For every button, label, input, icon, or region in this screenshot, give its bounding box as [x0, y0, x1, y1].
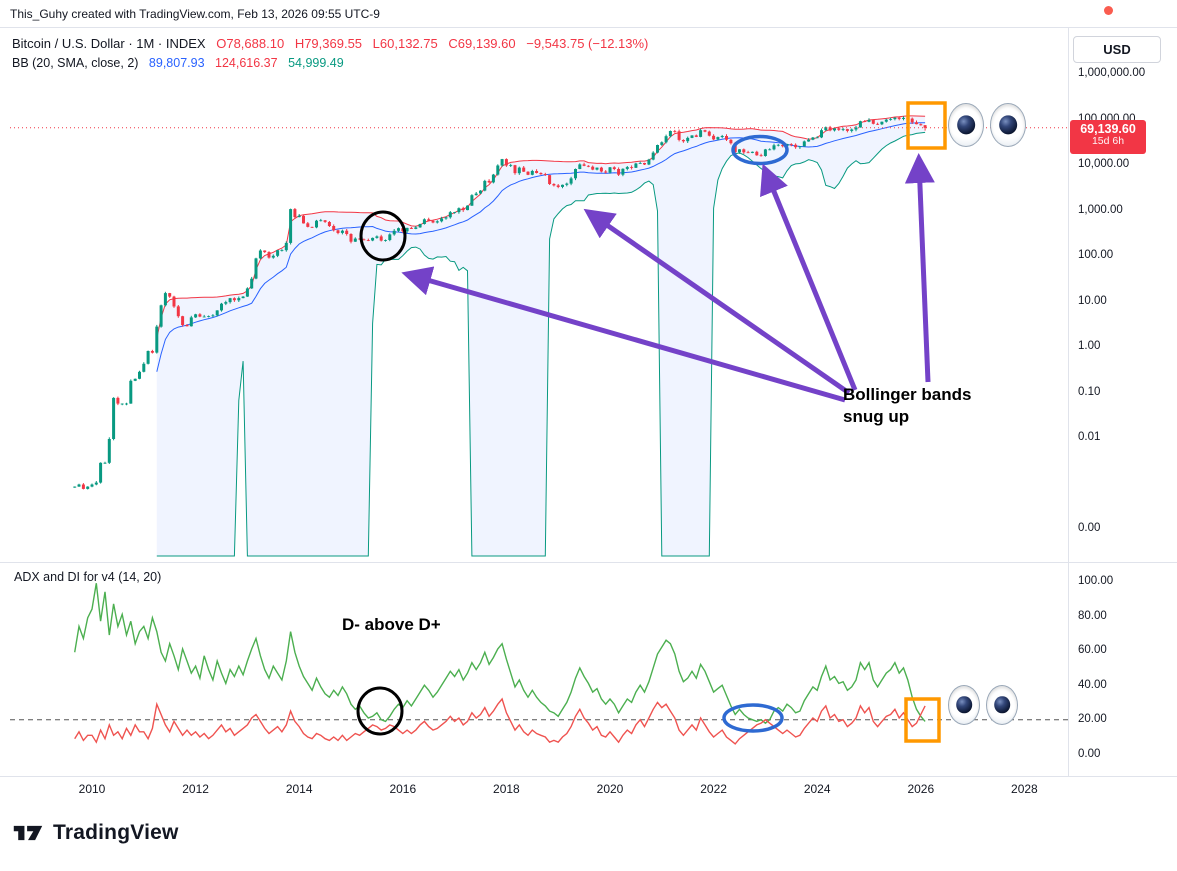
blue-ellipse-annotation-indicator[interactable]	[722, 703, 784, 733]
attribution-bar: This_Guhy created with TradingView.com, …	[0, 0, 1177, 28]
tradingview-mark-icon	[13, 825, 43, 841]
eye-icon[interactable]	[948, 685, 980, 725]
price-scale-tick[interactable]: 0.10	[1078, 385, 1101, 398]
black-circle-annotation-main[interactable]	[359, 210, 407, 262]
time-axis-tick[interactable]: 2022	[700, 782, 727, 796]
symbol-title[interactable]: Bitcoin / U.S. Dollar · 1M · INDEX	[12, 36, 206, 51]
brand-text: TradingView	[53, 821, 179, 844]
indicator-legend[interactable]: ADX and DI for v4 (14, 20)	[14, 570, 162, 584]
orange-box-annotation-main[interactable]	[906, 101, 947, 150]
black-circle-annotation-indicator[interactable]	[356, 686, 404, 736]
indicator-scale-tick[interactable]: 0.00	[1078, 748, 1101, 760]
eye-icon[interactable]	[948, 103, 984, 147]
indicator-scale-tick[interactable]: 20.00	[1078, 713, 1107, 726]
indicator-scale-tick[interactable]: 80.00	[1078, 609, 1107, 622]
annotation-text-di[interactable]: D- above D+	[342, 615, 441, 634]
time-axis-tick[interactable]: 2018	[493, 782, 520, 796]
bb-upper-value: 124,616.37	[215, 56, 278, 70]
ohlc-close: C69,139.60	[448, 36, 516, 51]
purple-arrow-3[interactable]	[760, 163, 858, 391]
ohlc-change: −9,543.75 (−12.13%)	[526, 36, 649, 51]
price-scale-tick[interactable]: 10.00	[1078, 294, 1107, 307]
time-axis-tick[interactable]: 2010	[78, 782, 106, 796]
price-scale-tick[interactable]: 0.00	[1078, 522, 1101, 534]
price-scale-tick[interactable]: 10,000.00	[1078, 158, 1130, 170]
purple-arrow-4[interactable]	[904, 153, 935, 383]
price-scale-tick[interactable]: 100.00	[1078, 249, 1114, 261]
ohlc-high: H79,369.55	[294, 36, 363, 51]
ohlc-open: O78,688.10	[216, 36, 285, 51]
time-axis-tick[interactable]: 2020	[596, 782, 624, 796]
bb-legend[interactable]: BB (20, SMA, close, 2) 89,807.93 124,616…	[12, 56, 351, 70]
blue-ellipse-annotation-main[interactable]	[731, 134, 789, 166]
indicator-scale-tick[interactable]: 40.00	[1078, 678, 1107, 691]
eye-icon[interactable]	[990, 103, 1026, 147]
eye-icon[interactable]	[986, 685, 1018, 725]
indicator-scale-tick[interactable]: 60.00	[1078, 644, 1107, 657]
indicator-scale-tick[interactable]: 100.00	[1078, 575, 1114, 588]
symbol-legend[interactable]: Bitcoin / U.S. Dollar · 1M · INDEX O78,6…	[12, 36, 655, 51]
bollinger-lower-band	[156, 131, 926, 557]
bollinger-fill	[156, 115, 926, 557]
annotation-text-bollinger[interactable]: Bollinger bands snug up	[843, 385, 972, 427]
current-price-value: 69,139.60	[1080, 122, 1136, 136]
current-price-badge[interactable]: 69,139.60 15d 6h	[1070, 120, 1146, 154]
time-axis-tick[interactable]: 2012	[182, 782, 209, 796]
di-line-D-	[74, 583, 926, 725]
currency-toggle-button[interactable]: USD	[1073, 36, 1161, 63]
time-axis-tick[interactable]: 2024	[803, 782, 831, 796]
price-scale-tick[interactable]: 1,000,000.00	[1078, 67, 1146, 79]
bar-countdown: 15d 6h	[1091, 135, 1125, 147]
bb-label[interactable]: BB (20, SMA, close, 2)	[12, 56, 139, 70]
time-axis-tick[interactable]: 2028	[1011, 782, 1038, 796]
bb-lower-value: 54,999.49	[288, 56, 344, 70]
notification-dot-icon	[1104, 6, 1113, 15]
di-line-D+	[74, 697, 926, 745]
purple-arrow-1[interactable]	[401, 266, 846, 403]
purple-arrow-2[interactable]	[583, 208, 851, 396]
price-scale-tick[interactable]: 1,000.00	[1078, 203, 1123, 216]
price-scale-tick[interactable]: 1.00	[1078, 340, 1101, 352]
time-axis-tick[interactable]: 2014	[285, 782, 313, 796]
tradingview-logo[interactable]: TradingView	[12, 820, 179, 846]
time-axis-tick[interactable]: 2016	[389, 782, 417, 796]
ohlc-low: L60,132.75	[372, 36, 438, 51]
orange-box-annotation-indicator[interactable]	[904, 697, 941, 743]
bb-basis-value: 89,807.93	[148, 56, 205, 70]
time-axis-tick[interactable]: 2026	[907, 782, 935, 796]
attribution-text: This_Guhy created with TradingView.com, …	[10, 7, 380, 21]
price-scale-tick[interactable]: 0.01	[1078, 431, 1101, 443]
